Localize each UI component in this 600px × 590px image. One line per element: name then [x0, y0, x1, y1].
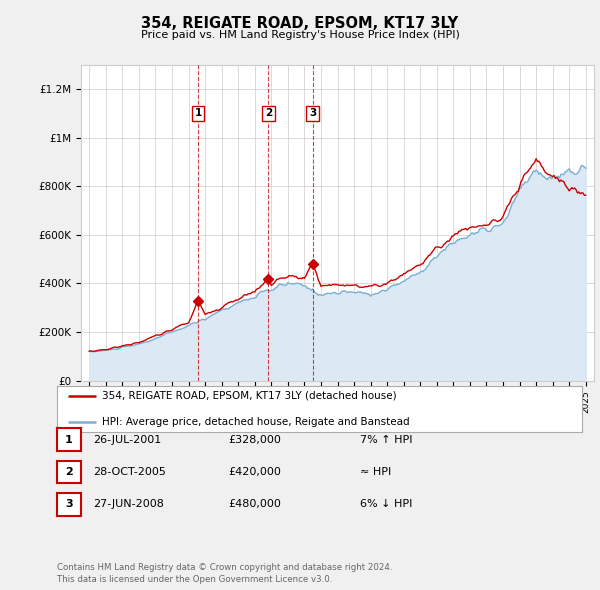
Text: £420,000: £420,000 [228, 467, 281, 477]
Text: 26-JUL-2001: 26-JUL-2001 [93, 435, 161, 444]
Text: 28-OCT-2005: 28-OCT-2005 [93, 467, 166, 477]
Text: 354, REIGATE ROAD, EPSOM, KT17 3LY (detached house): 354, REIGATE ROAD, EPSOM, KT17 3LY (deta… [101, 391, 396, 401]
Text: 3: 3 [65, 500, 73, 509]
Text: Price paid vs. HM Land Registry's House Price Index (HPI): Price paid vs. HM Land Registry's House … [140, 31, 460, 40]
Text: HPI: Average price, detached house, Reigate and Banstead: HPI: Average price, detached house, Reig… [101, 417, 409, 427]
Text: 1: 1 [65, 435, 73, 444]
Text: 7% ↑ HPI: 7% ↑ HPI [360, 435, 413, 444]
Text: 1: 1 [194, 109, 202, 119]
Text: 2: 2 [65, 467, 73, 477]
Text: ≈ HPI: ≈ HPI [360, 467, 391, 477]
Text: Contains HM Land Registry data © Crown copyright and database right 2024.
This d: Contains HM Land Registry data © Crown c… [57, 563, 392, 584]
Text: 6% ↓ HPI: 6% ↓ HPI [360, 500, 412, 509]
Text: 354, REIGATE ROAD, EPSOM, KT17 3LY: 354, REIGATE ROAD, EPSOM, KT17 3LY [142, 16, 458, 31]
Text: 27-JUN-2008: 27-JUN-2008 [93, 500, 164, 509]
Text: £328,000: £328,000 [228, 435, 281, 444]
Text: 3: 3 [309, 109, 316, 119]
Text: £480,000: £480,000 [228, 500, 281, 509]
Text: 2: 2 [265, 109, 272, 119]
